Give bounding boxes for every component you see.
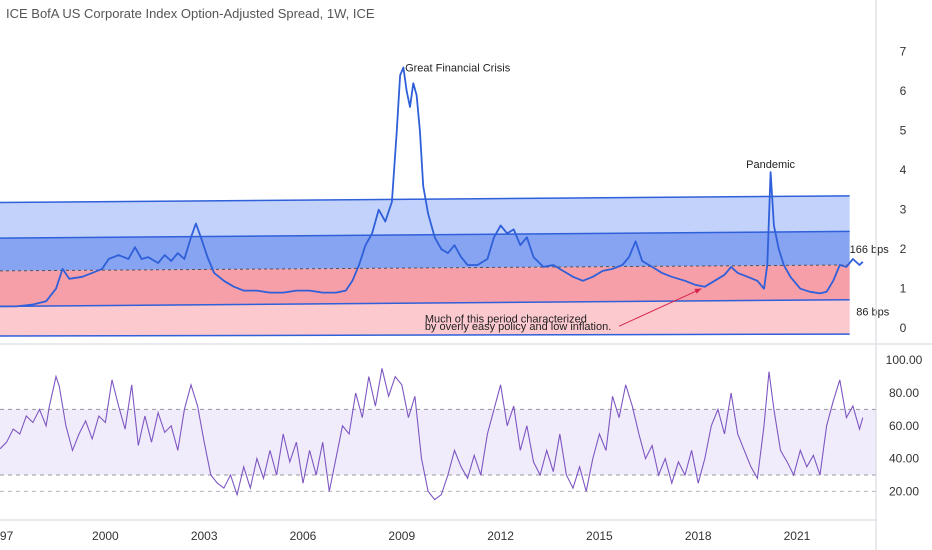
x-tick-label: 2006	[290, 529, 317, 543]
annotation-arrow	[618, 288, 702, 327]
y-tick-label: 5	[900, 124, 907, 138]
channel-line	[0, 298, 850, 308]
channel-line	[0, 264, 850, 272]
x-tick-label: 2003	[191, 529, 218, 543]
y-tick-label: 6	[900, 84, 907, 98]
x-tick-label: 2015	[586, 529, 613, 543]
rsi-line	[0, 368, 864, 501]
x-tick-label: 97	[0, 529, 14, 543]
rsi-tick-label: 100.00	[886, 353, 923, 367]
x-tick-label: 2000	[92, 529, 119, 543]
y-tick-label: 0	[900, 321, 907, 335]
rsi-y-axis[interactable]: 100.00 80.00 60.00 40.00 20.00	[886, 353, 923, 498]
rsi-tick-label: 60.00	[889, 419, 919, 433]
band-top	[0, 195, 850, 239]
x-tick-label: 2009	[388, 529, 415, 543]
rsi-series-group	[0, 368, 876, 501]
chart-title: ICE BofA US Corporate Index Option-Adjus…	[6, 6, 375, 21]
rsi-tick-label: 40.00	[889, 452, 919, 466]
annotation-86bps: 86 bps	[856, 307, 890, 319]
x-tick-label: 2012	[487, 529, 514, 543]
y-tick-label: 7	[900, 45, 907, 59]
channel-line	[0, 333, 850, 337]
x-tick-label: 2021	[784, 529, 811, 543]
band-lower-mid	[0, 264, 850, 307]
spread-line	[0, 66, 864, 308]
y-tick-label: 1	[900, 282, 907, 296]
annotation-note-line1: Much of this period characterized	[425, 313, 587, 325]
y-tick-label: 2	[900, 242, 907, 256]
annotation-note-line2: by overly easy policy and low inflation.	[425, 321, 611, 333]
rsi-tick-label: 20.00	[889, 484, 919, 498]
spread-series	[0, 66, 864, 308]
time-x-axis[interactable]: 97 2000 2003 2006 2009 2012 2015 2018 2021	[0, 529, 811, 543]
band-upper-mid	[0, 231, 850, 271]
annotations: Great Financial Crisis Pandemic 166 bps 86 …	[405, 62, 890, 333]
rsi-tick-label: 80.00	[889, 386, 919, 400]
y-tick-label: 4	[900, 163, 907, 177]
rsi-band-fill	[0, 409, 876, 475]
annotation-166bps: 166 bps	[850, 244, 890, 256]
annotation-pandemic: Pandemic	[746, 159, 795, 171]
band-bottom	[0, 299, 850, 337]
x-tick-label: 2018	[685, 529, 712, 543]
channel-line	[0, 230, 850, 239]
y-tick-label: 3	[900, 203, 907, 217]
annotation-gfc: Great Financial Crisis	[405, 62, 511, 74]
channel-bands	[0, 195, 850, 337]
annotation-arrow-head	[694, 288, 702, 294]
price-y-axis[interactable]: 7 6 5 4 3 2 1 0	[900, 45, 907, 335]
